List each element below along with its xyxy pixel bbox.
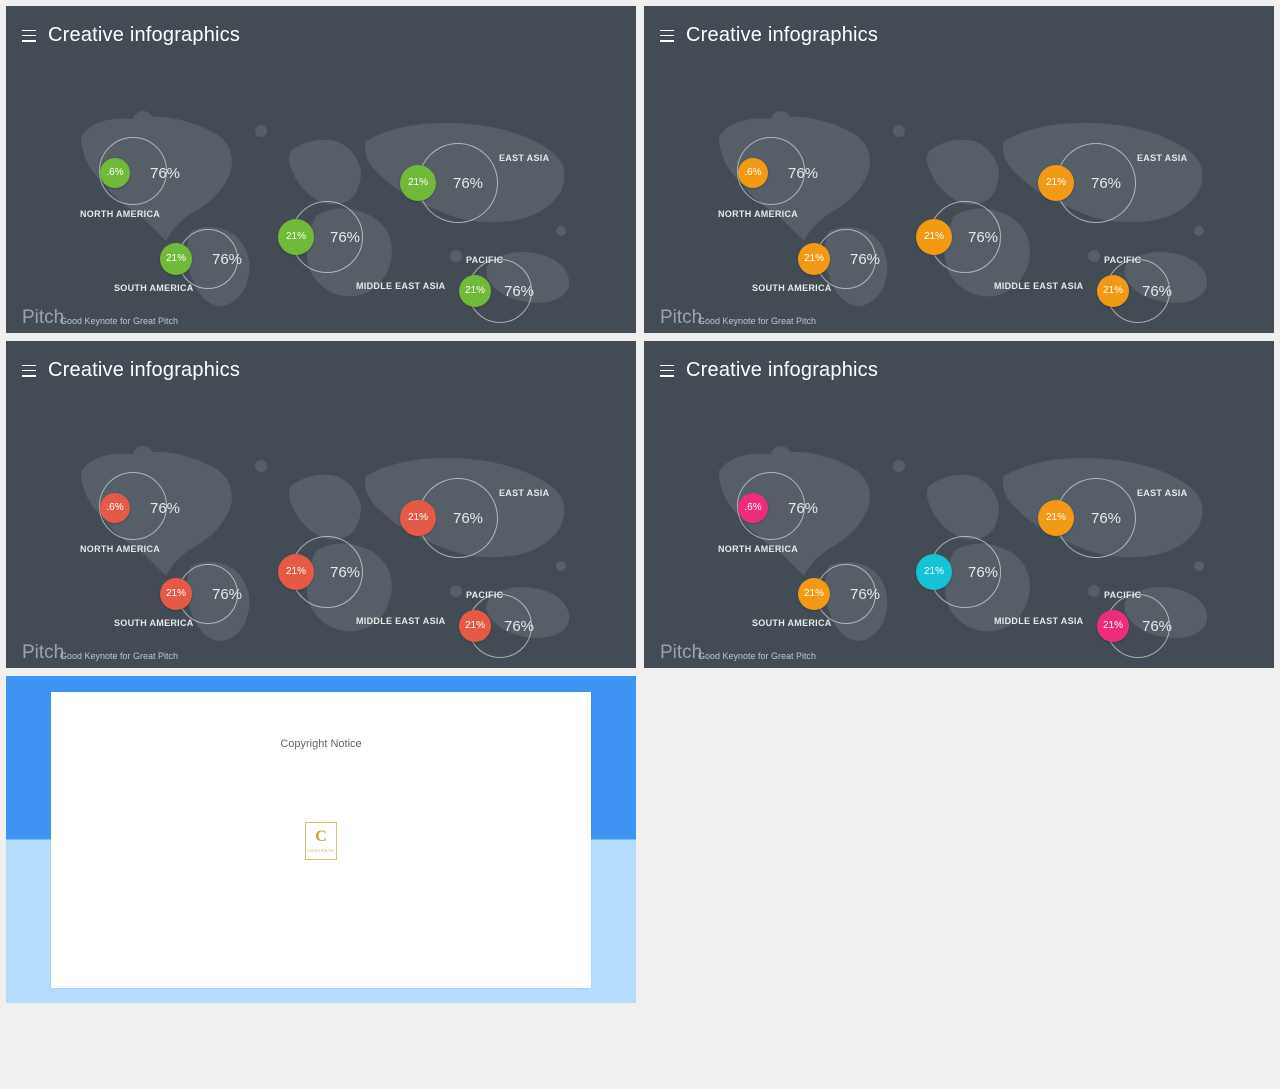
footer-brand: Pitch <box>22 309 54 327</box>
region-pacific: 21% 76% PACIFIC <box>6 6 636 333</box>
footer-brand: Pitch <box>660 309 692 327</box>
slide-footer: Pitch Good Keynote for Great Pitch <box>660 644 816 662</box>
slide-footer: Pitch Good Keynote for Great Pitch <box>22 309 178 327</box>
region-pacific: 21% 76% PACIFIC <box>644 341 1274 668</box>
footer-tagline: Good Keynote for Great Pitch <box>698 316 816 326</box>
paper: Copyright Notice C CONTENTS <box>51 692 591 988</box>
region-label: PACIFIC <box>1104 590 1141 600</box>
footer-brand: Pitch <box>22 644 54 662</box>
footer-tagline: Good Keynote for Great Pitch <box>698 651 816 661</box>
logo-letter: C <box>315 828 327 846</box>
region-pacific: 21% 76% PACIFIC <box>644 6 1274 333</box>
infographic-slide: Creative infographics .6%76%NORTH AMERIC… <box>644 341 1274 668</box>
region-big-value: 76% <box>504 618 534 635</box>
region-label: PACIFIC <box>466 590 503 600</box>
region-dot: 21% <box>1097 275 1129 307</box>
region-label: PACIFIC <box>466 255 503 265</box>
slide-footer: Pitch Good Keynote for Great Pitch <box>660 309 816 327</box>
footer-tagline: Good Keynote for Great Pitch <box>60 316 178 326</box>
slide-footer: Pitch Good Keynote for Great Pitch <box>22 644 178 662</box>
region-label: PACIFIC <box>1104 255 1141 265</box>
region-dot: 21% <box>1097 610 1129 642</box>
footer-brand: Pitch <box>660 644 692 662</box>
region-dot: 21% <box>459 610 491 642</box>
region-big-value: 76% <box>504 283 534 300</box>
empty-cell <box>644 676 1274 1003</box>
infographic-slide: Creative infographics .6%76%NORTH AMERIC… <box>6 341 636 668</box>
region-big-value: 76% <box>1142 618 1172 635</box>
infographic-slide: Creative infographics .6%76%NORTH AMERIC… <box>6 6 636 333</box>
logo-sub: CONTENTS <box>308 848 334 853</box>
infographic-slide: Creative infographics .6%76%NORTH AMERIC… <box>644 6 1274 333</box>
region-pacific: 21% 76% PACIFIC <box>6 341 636 668</box>
region-big-value: 76% <box>1142 283 1172 300</box>
copyright-title: Copyright Notice <box>280 738 361 750</box>
region-dot: 21% <box>459 275 491 307</box>
footer-tagline: Good Keynote for Great Pitch <box>60 651 178 661</box>
copyright-slide: Copyright Notice C CONTENTS <box>6 676 636 1003</box>
logo-icon: C CONTENTS <box>305 822 337 860</box>
